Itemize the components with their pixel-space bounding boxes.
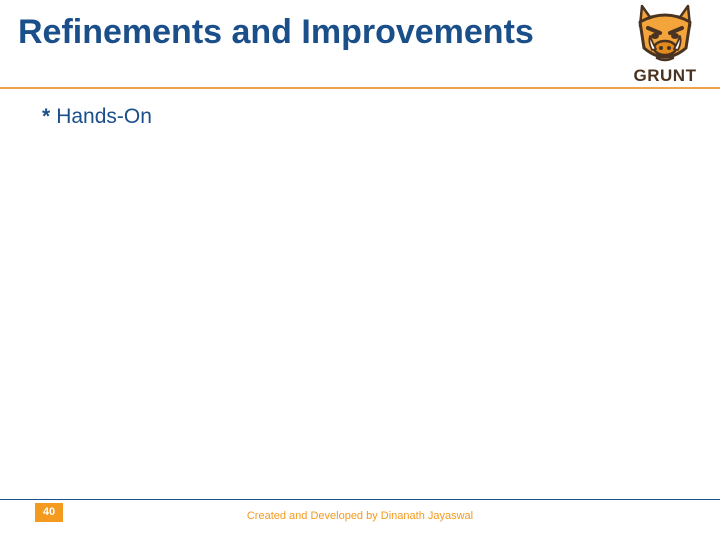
footer-credit: Created and Developed by Dinanath Jayasw… xyxy=(246,510,474,522)
bullet-marker: * xyxy=(42,105,51,128)
grunt-boar-icon xyxy=(638,4,692,62)
logo-text: GRUNT xyxy=(633,66,697,85)
bullet-list: * Hands-On xyxy=(42,104,152,130)
page-number-badge: 40 xyxy=(35,503,63,522)
grunt-logo: GRUNT xyxy=(628,2,702,86)
bullet-text: Hands-On xyxy=(56,105,152,128)
slide-title: Refinements and Improvements xyxy=(18,13,534,51)
header-divider xyxy=(0,87,720,89)
footer-divider xyxy=(0,499,720,500)
bullet-item: * Hands-On xyxy=(42,104,152,130)
